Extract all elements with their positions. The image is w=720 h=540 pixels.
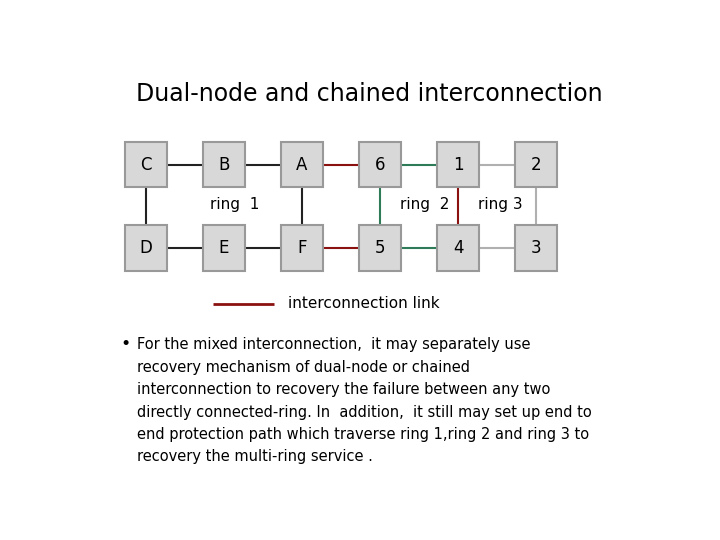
FancyBboxPatch shape xyxy=(125,225,167,271)
Text: Dual-node and chained interconnection: Dual-node and chained interconnection xyxy=(135,82,603,106)
FancyBboxPatch shape xyxy=(516,225,557,271)
FancyBboxPatch shape xyxy=(359,141,401,187)
Text: ring 3: ring 3 xyxy=(478,197,523,212)
Text: E: E xyxy=(219,239,229,256)
FancyBboxPatch shape xyxy=(437,225,480,271)
Text: •: • xyxy=(121,335,131,353)
FancyBboxPatch shape xyxy=(516,141,557,187)
Text: end protection path which traverse ring 1,ring 2 and ring 3 to: end protection path which traverse ring … xyxy=(138,427,590,442)
FancyBboxPatch shape xyxy=(359,225,401,271)
Text: A: A xyxy=(297,156,307,173)
Text: 5: 5 xyxy=(375,239,385,256)
Text: B: B xyxy=(218,156,230,173)
Text: 3: 3 xyxy=(531,239,541,256)
Text: directly connected-ring. In  addition,  it still may set up end to: directly connected-ring. In addition, it… xyxy=(138,404,592,420)
Text: C: C xyxy=(140,156,151,173)
Text: 2: 2 xyxy=(531,156,541,173)
FancyBboxPatch shape xyxy=(281,141,323,187)
Text: interconnection to recovery the failure between any two: interconnection to recovery the failure … xyxy=(138,382,551,397)
Text: ring  2: ring 2 xyxy=(400,197,449,212)
Text: F: F xyxy=(297,239,307,256)
FancyBboxPatch shape xyxy=(281,225,323,271)
Text: D: D xyxy=(140,239,152,256)
Text: 4: 4 xyxy=(453,239,464,256)
Text: recovery the multi-ring service .: recovery the multi-ring service . xyxy=(138,449,373,464)
Text: For the mixed interconnection,  it may separately use: For the mixed interconnection, it may se… xyxy=(138,337,531,352)
FancyBboxPatch shape xyxy=(203,141,245,187)
Text: 6: 6 xyxy=(375,156,385,173)
Text: recovery mechanism of dual-node or chained: recovery mechanism of dual-node or chain… xyxy=(138,360,470,375)
Text: ring  1: ring 1 xyxy=(210,197,259,212)
FancyBboxPatch shape xyxy=(203,225,245,271)
FancyBboxPatch shape xyxy=(125,141,167,187)
Text: 1: 1 xyxy=(453,156,464,173)
Text: interconnection link: interconnection link xyxy=(288,296,440,312)
FancyBboxPatch shape xyxy=(437,141,480,187)
